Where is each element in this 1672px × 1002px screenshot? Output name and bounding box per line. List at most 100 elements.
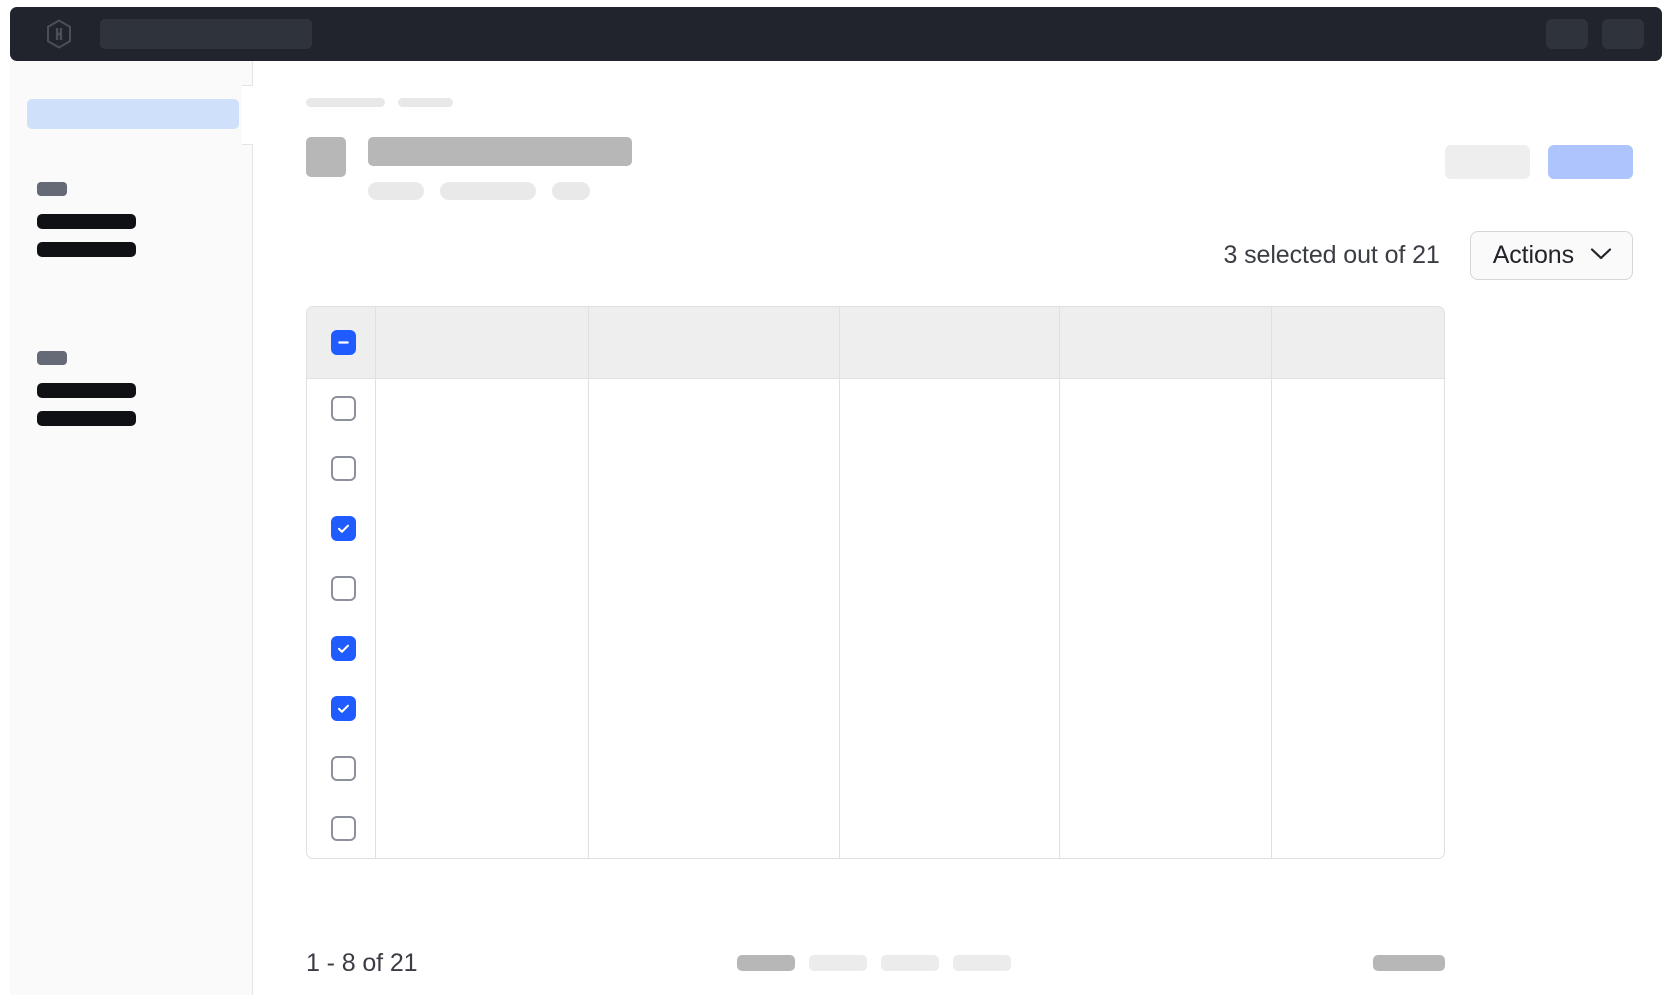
- table-head: [307, 307, 1444, 379]
- table-cell: [588, 798, 840, 858]
- table-cell: [1059, 798, 1272, 858]
- breadcrumb: [306, 98, 453, 107]
- breadcrumb-item-1[interactable]: [306, 98, 385, 107]
- sidebar-group-2: [37, 351, 136, 426]
- table-cell: [1059, 378, 1272, 438]
- column-header-1[interactable]: [375, 307, 589, 379]
- page-meta-pill-3: [552, 182, 590, 200]
- row-select-cell: [307, 678, 376, 738]
- pagination: 1 - 8 of 21: [306, 943, 1445, 983]
- row-checkbox[interactable]: [331, 635, 356, 661]
- topbar-account-chip[interactable]: [1602, 19, 1644, 49]
- row-select-cell: [307, 378, 376, 438]
- table-cell: [588, 378, 840, 438]
- table-cell: [839, 618, 1060, 678]
- table-cell: [1059, 558, 1272, 618]
- select-all-checkbox[interactable]: [331, 329, 356, 355]
- secondary-action-button[interactable]: [1445, 145, 1530, 179]
- page-meta-pill-1: [368, 182, 424, 200]
- table-cell: [375, 618, 589, 678]
- selection-toolbar: 3 selected out of 21 Actions: [1223, 231, 1633, 280]
- main-content: 3 selected out of 21 Actions: [253, 61, 1662, 995]
- column-header-3[interactable]: [839, 307, 1060, 379]
- page-size-selector[interactable]: [1373, 955, 1445, 971]
- table-cell: [839, 558, 1060, 618]
- sidebar-active-item[interactable]: [27, 99, 239, 129]
- pagination-page-3[interactable]: [881, 955, 940, 971]
- table-row[interactable]: [307, 378, 1444, 438]
- row-select-cell: [307, 558, 376, 618]
- page-meta-pill-2: [440, 182, 536, 200]
- table-row[interactable]: [307, 498, 1444, 558]
- page-header-text: [368, 137, 632, 200]
- table-row[interactable]: [307, 678, 1444, 738]
- table-cell: [839, 678, 1060, 738]
- row-checkbox[interactable]: [331, 515, 356, 541]
- table-row[interactable]: [307, 438, 1444, 498]
- pagination-pages: [737, 955, 1012, 971]
- row-select-cell: [307, 618, 376, 678]
- table-cell: [588, 618, 840, 678]
- pagination-page-2[interactable]: [809, 955, 868, 971]
- table-cell: [1271, 798, 1444, 858]
- row-checkbox[interactable]: [331, 455, 356, 481]
- primary-action-button[interactable]: [1548, 145, 1633, 179]
- actions-button[interactable]: Actions: [1469, 231, 1633, 280]
- hashicorp-logo-icon[interactable]: [44, 19, 74, 49]
- table-cell: [1271, 558, 1444, 618]
- table-cell: [1271, 498, 1444, 558]
- table-cell: [588, 678, 840, 738]
- row-checkbox[interactable]: [331, 755, 356, 781]
- topbar-help-chip[interactable]: [1546, 19, 1588, 49]
- row-checkbox[interactable]: [331, 575, 356, 601]
- table-cell: [839, 798, 1060, 858]
- table-cell: [1059, 498, 1272, 558]
- sidebar: [10, 61, 264, 995]
- data-table: [306, 306, 1445, 859]
- row-select-cell: [307, 738, 376, 798]
- global-search-input[interactable]: [100, 19, 312, 49]
- table-cell: [839, 738, 1060, 798]
- table-cell: [375, 438, 589, 498]
- table-cell: [839, 498, 1060, 558]
- selection-summary: 3 selected out of 21: [1223, 241, 1440, 269]
- table-row[interactable]: [307, 798, 1444, 858]
- table-cell: [1059, 618, 1272, 678]
- row-checkbox[interactable]: [331, 815, 356, 841]
- pagination-page-1[interactable]: [737, 955, 796, 971]
- sidebar-group-1-label: [37, 182, 67, 196]
- column-header-2[interactable]: [588, 307, 840, 379]
- table-row[interactable]: [307, 738, 1444, 798]
- column-header-5[interactable]: [1271, 307, 1444, 379]
- row-checkbox[interactable]: [331, 695, 356, 721]
- table-cell: [588, 438, 840, 498]
- row-select-cell: [307, 438, 376, 498]
- sidebar-item-2-1[interactable]: [37, 383, 136, 398]
- header-select-all-cell: [307, 307, 376, 379]
- row-select-cell: [307, 498, 376, 558]
- table-row[interactable]: [307, 558, 1444, 618]
- sidebar-item-1-2[interactable]: [37, 242, 136, 257]
- table-cell: [588, 498, 840, 558]
- table-cell: [375, 678, 589, 738]
- data-table-element: [307, 307, 1444, 858]
- table-cell: [375, 498, 589, 558]
- row-checkbox[interactable]: [331, 395, 356, 421]
- table-row[interactable]: [307, 618, 1444, 678]
- chevron-down-icon: [1590, 247, 1612, 264]
- row-select-cell: [307, 798, 376, 858]
- table-cell: [839, 438, 1060, 498]
- table-cell: [375, 738, 589, 798]
- breadcrumb-item-2[interactable]: [398, 98, 453, 107]
- table-cell: [375, 378, 589, 438]
- table-cell: [1271, 378, 1444, 438]
- page-title: [368, 137, 632, 166]
- table-header-row: [307, 307, 1444, 379]
- table-cell: [588, 738, 840, 798]
- table-cell: [588, 558, 840, 618]
- sidebar-item-1-1[interactable]: [37, 214, 136, 229]
- sidebar-item-2-2[interactable]: [37, 411, 136, 426]
- pagination-page-4[interactable]: [953, 955, 1012, 971]
- column-header-4[interactable]: [1059, 307, 1272, 379]
